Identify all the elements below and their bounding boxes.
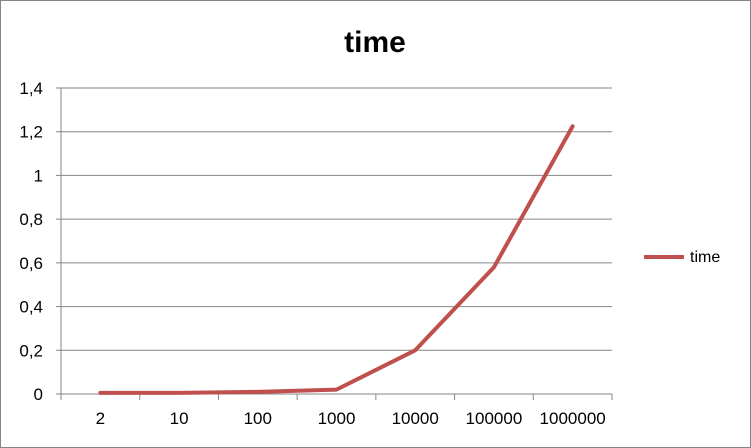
x-tick-label: 10	[170, 409, 189, 428]
legend-label-time: time	[690, 249, 720, 266]
y-tick-label: 0,6	[19, 254, 43, 273]
x-tick-label: 1000	[318, 409, 356, 428]
chart-title: time	[344, 26, 406, 59]
y-tick-label: 0	[34, 385, 43, 404]
y-tick-label: 1,2	[19, 123, 43, 142]
x-tick-label: 1000000	[540, 409, 606, 428]
x-axis-tick-labels: 2 10 100 1000 10000 100000 1000000	[96, 409, 606, 428]
y-tick-label: 1	[34, 166, 43, 185]
x-tick-label: 2	[96, 409, 105, 428]
x-tick-label: 100	[244, 409, 272, 428]
y-axis-tick-labels: 0 0,2 0,4 0,6 0,8 1 1,2 1,4	[19, 79, 43, 404]
series-line-time	[98, 124, 575, 395]
axes	[56, 87, 613, 400]
y-tick-label: 0,4	[19, 298, 43, 317]
y-tick-label: 0,8	[19, 210, 43, 229]
legend: time	[644, 249, 720, 266]
y-tick-label: 0,2	[19, 341, 43, 360]
gridlines	[61, 87, 612, 351]
series	[98, 124, 575, 395]
x-tick-label: 100000	[466, 409, 523, 428]
x-tick-label: 10000	[392, 409, 439, 428]
y-tick-label: 1,4	[19, 79, 43, 98]
